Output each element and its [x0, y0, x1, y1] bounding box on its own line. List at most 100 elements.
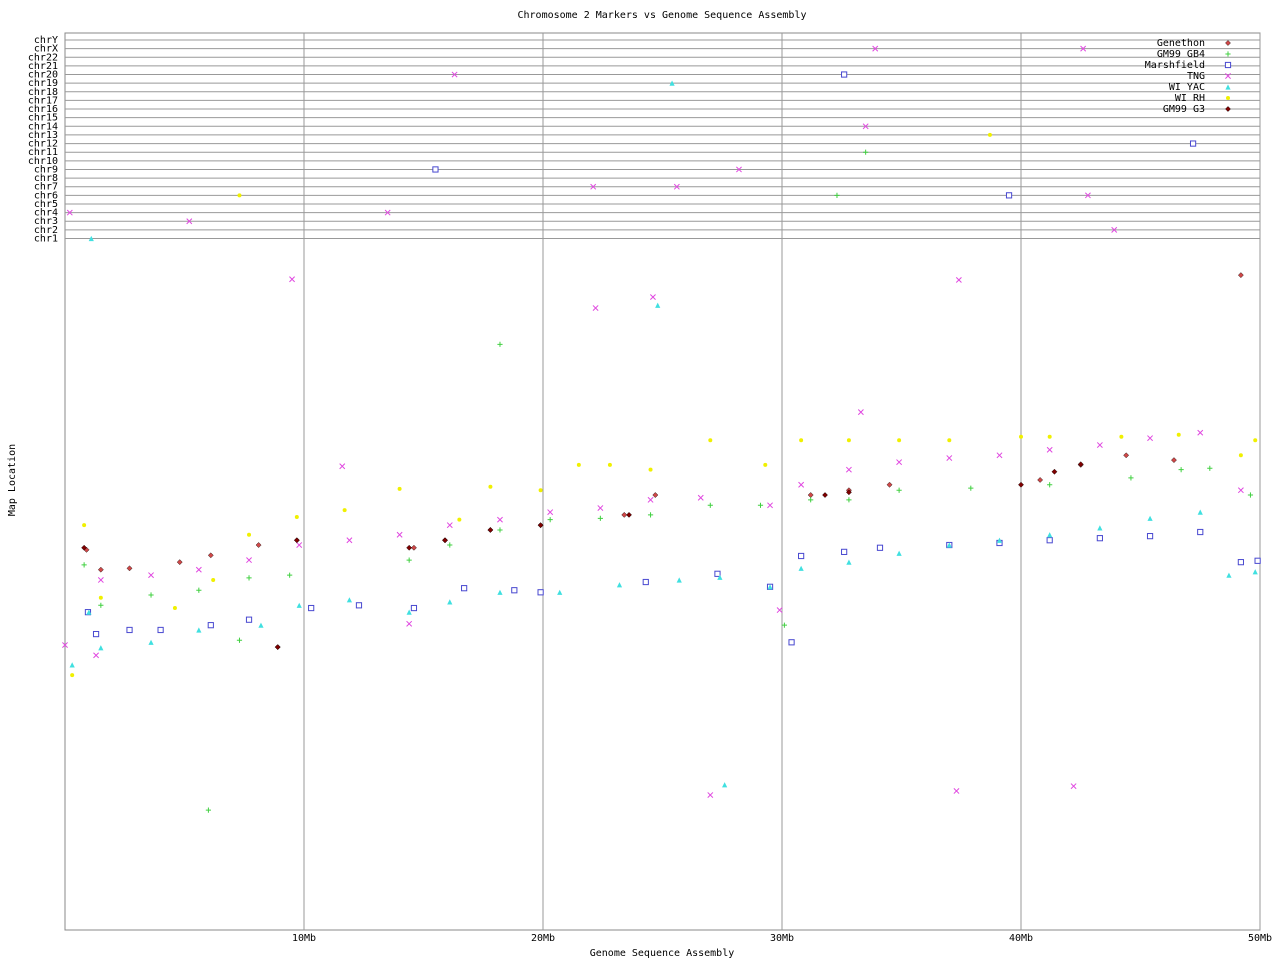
marker — [157, 626, 164, 634]
marker — [457, 517, 462, 522]
marker — [1046, 446, 1053, 453]
marker — [597, 505, 604, 511]
x-tick-label: 50Mb — [1248, 933, 1272, 944]
marker — [342, 508, 347, 513]
marker — [126, 626, 133, 634]
marker — [592, 305, 599, 311]
marker — [576, 462, 581, 467]
marker — [384, 209, 391, 216]
marker — [547, 517, 553, 523]
marker — [1225, 106, 1231, 112]
x-tick-label: 40Mb — [1009, 933, 1033, 944]
x-tick-label: 20Mb — [531, 933, 555, 944]
marker — [763, 462, 768, 467]
chr-tick-label: chr5 — [34, 199, 58, 210]
chr-tick-label: chrY — [34, 35, 58, 46]
marker — [872, 45, 879, 52]
marker — [1005, 192, 1013, 199]
marker — [205, 807, 211, 813]
marker — [1225, 73, 1231, 79]
marker — [346, 537, 353, 544]
marker — [293, 537, 300, 544]
marker — [196, 587, 202, 593]
marker — [488, 484, 493, 489]
marker — [1238, 453, 1243, 458]
marker — [148, 572, 154, 579]
marker — [97, 566, 104, 573]
marker — [346, 597, 353, 603]
marker — [236, 637, 243, 643]
marker — [497, 516, 503, 523]
marker — [447, 542, 453, 548]
marker — [296, 542, 303, 548]
marker — [987, 132, 992, 137]
marker — [98, 602, 104, 608]
marker — [86, 609, 92, 615]
marker — [707, 792, 714, 799]
marker — [211, 577, 216, 582]
marker — [863, 149, 869, 155]
marker — [707, 502, 713, 508]
marker — [81, 562, 87, 568]
marker — [406, 609, 412, 615]
marker — [841, 548, 848, 555]
marker — [757, 502, 764, 508]
marker — [697, 494, 704, 501]
marker — [897, 438, 902, 443]
marker — [808, 497, 814, 503]
marker — [98, 595, 103, 600]
marker — [1096, 442, 1103, 448]
marker — [406, 557, 412, 563]
marker — [447, 599, 453, 605]
marker — [557, 589, 563, 595]
marker — [996, 537, 1003, 543]
marker — [652, 492, 659, 498]
marker — [355, 602, 363, 609]
marker — [497, 527, 503, 533]
marker — [538, 488, 543, 493]
legend-label: TNG — [1187, 71, 1205, 82]
marker — [410, 604, 418, 612]
marker — [798, 481, 805, 488]
chr-tick-label: chr21 — [28, 61, 58, 72]
marker — [946, 542, 952, 548]
marker — [669, 80, 675, 86]
marker — [289, 276, 296, 283]
marker — [1119, 434, 1124, 439]
marker — [82, 523, 87, 528]
marker — [767, 502, 774, 509]
marker — [1189, 140, 1197, 147]
marker — [511, 587, 518, 594]
marker — [397, 486, 402, 491]
marker — [846, 559, 852, 565]
marker — [1225, 51, 1231, 57]
marker — [1018, 481, 1024, 488]
marker — [97, 577, 104, 583]
marker — [714, 570, 721, 577]
marker — [1070, 783, 1077, 790]
marker — [547, 509, 554, 516]
marker — [442, 537, 448, 544]
legend-label: GM99 GB4 — [1157, 49, 1205, 60]
marker — [245, 616, 253, 623]
marker — [88, 235, 94, 242]
marker — [708, 438, 713, 443]
marker — [822, 492, 828, 498]
marker — [799, 438, 804, 443]
chr-tick-label: chr18 — [28, 87, 58, 98]
marker — [798, 552, 805, 560]
marker — [767, 584, 773, 590]
marker — [537, 589, 544, 596]
marker — [81, 544, 88, 551]
marker — [1253, 438, 1258, 443]
marker — [339, 463, 346, 470]
chr-tick-label: chr7 — [34, 182, 58, 193]
marker — [461, 585, 468, 592]
marker — [1077, 461, 1084, 468]
marker — [1128, 475, 1134, 481]
legend-label: Marshfield — [1145, 60, 1205, 71]
marker — [946, 455, 953, 461]
marker — [207, 622, 214, 629]
marker — [70, 673, 75, 678]
